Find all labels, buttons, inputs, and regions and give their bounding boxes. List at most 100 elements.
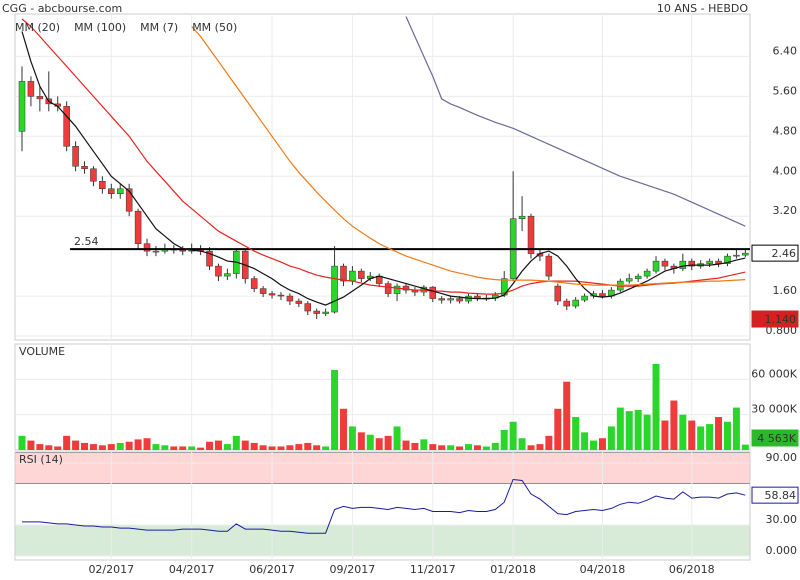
- candle-body: [224, 273, 231, 277]
- candle-body: [733, 254, 740, 257]
- candle-body: [134, 210, 142, 244]
- candle-body: [661, 260, 669, 267]
- candle-body: [206, 250, 213, 267]
- candle-body: [277, 294, 285, 297]
- candle-body: [545, 255, 553, 277]
- volume-bar: [206, 441, 214, 450]
- candle-body: [36, 96, 44, 100]
- candle-body: [706, 260, 713, 264]
- x-tick-label: 04/2017: [169, 563, 215, 576]
- volume-bar: [339, 408, 347, 450]
- candle-body: [384, 283, 392, 294]
- rsi-line: [22, 478, 746, 534]
- volume-bar: [125, 441, 133, 450]
- y-tick-label: 5.60: [773, 84, 798, 97]
- candle-body: [331, 265, 338, 313]
- candle-body: [402, 285, 410, 291]
- candle-body: [268, 293, 276, 296]
- candle-body: [429, 286, 437, 299]
- candle-body: [456, 298, 463, 302]
- volume-bar: [152, 444, 160, 450]
- volume-bar: [536, 444, 544, 450]
- volume-bar: [375, 438, 383, 450]
- candle-body: [340, 265, 347, 282]
- volume-bar: [241, 440, 249, 450]
- candle-body: [90, 168, 97, 182]
- candle-body: [625, 278, 633, 282]
- volume-bar: [741, 444, 749, 450]
- legend-entry: MM (50): [192, 21, 237, 34]
- volume-bar: [250, 442, 258, 450]
- x-tick-label: 01/2018: [490, 563, 536, 576]
- volume-bar: [384, 435, 392, 450]
- panel-title: VOLUME: [19, 345, 65, 358]
- volume-bar: [518, 438, 526, 450]
- volume-bar: [723, 421, 731, 450]
- value-box: [751, 310, 799, 328]
- volume-bar: [598, 438, 606, 450]
- reference-label: 2.54: [74, 235, 99, 248]
- volume-bar: [411, 442, 419, 450]
- candle-body: [447, 298, 454, 301]
- volume-bar: [572, 417, 580, 450]
- x-tick-label: 06/2017: [249, 563, 295, 576]
- volume-bar: [491, 442, 499, 450]
- volume-bar: [18, 435, 26, 450]
- value-box: [751, 429, 799, 447]
- moving-average: [405, 16, 746, 227]
- y-tick-label: 6.40: [773, 44, 798, 57]
- volume-bar: [438, 445, 446, 450]
- candle-body: [679, 260, 687, 269]
- volume-bar: [527, 445, 535, 450]
- x-tick-label: 04/2018: [580, 563, 626, 576]
- volume-bar: [643, 414, 651, 450]
- rsi-zone: [15, 452, 750, 484]
- volume-bar: [286, 445, 294, 450]
- candle-body: [125, 188, 133, 212]
- value-box: [751, 244, 799, 262]
- y-tick-label: 4.80: [773, 124, 798, 137]
- volume-bar: [625, 411, 633, 450]
- value-box: [751, 486, 799, 504]
- volume-bar: [116, 442, 124, 450]
- site-title: CGG - abcbourse.com: [2, 2, 122, 15]
- volume-bar: [259, 445, 267, 450]
- candle-body: [179, 249, 186, 252]
- volume-bar: [590, 440, 598, 450]
- volume-bar: [348, 426, 356, 450]
- volume-bar: [107, 444, 115, 450]
- candle-body: [438, 298, 445, 301]
- y-tick-label: 0.000: [766, 544, 798, 557]
- candle-body: [358, 270, 365, 279]
- candle-body: [313, 310, 320, 314]
- candle-body: [563, 300, 570, 307]
- candle-body: [72, 146, 79, 167]
- volume-bar: [322, 446, 330, 450]
- volume-bar: [134, 439, 142, 450]
- volume-bar: [304, 442, 312, 450]
- volume-bar: [661, 420, 669, 450]
- volume-bar: [223, 444, 231, 450]
- candle-body: [634, 275, 642, 279]
- value-box-label: 1.140: [765, 313, 797, 326]
- candle-body: [116, 188, 124, 194]
- panel-frame: [14, 13, 751, 341]
- volume-bar: [563, 381, 571, 450]
- moving-average: [21, 31, 746, 306]
- value-box-label: 2.46: [772, 247, 797, 260]
- value-box-label: 58.84: [765, 489, 797, 502]
- candle-body: [63, 106, 70, 147]
- y-tick-label: 30 000K: [751, 403, 797, 416]
- volume-bar: [197, 447, 205, 450]
- candle-body: [108, 188, 115, 194]
- moving-average: [191, 26, 746, 286]
- candle-body: [143, 243, 151, 252]
- volume-bar: [634, 409, 642, 450]
- volume-bar: [697, 426, 705, 450]
- volume-bar: [429, 444, 437, 450]
- volume-bar: [715, 417, 723, 450]
- period: 10 ANS - HEBDO: [657, 2, 748, 15]
- candle-body: [295, 300, 303, 304]
- volume-bar: [331, 369, 339, 450]
- legend-entry: MM (20): [15, 21, 60, 34]
